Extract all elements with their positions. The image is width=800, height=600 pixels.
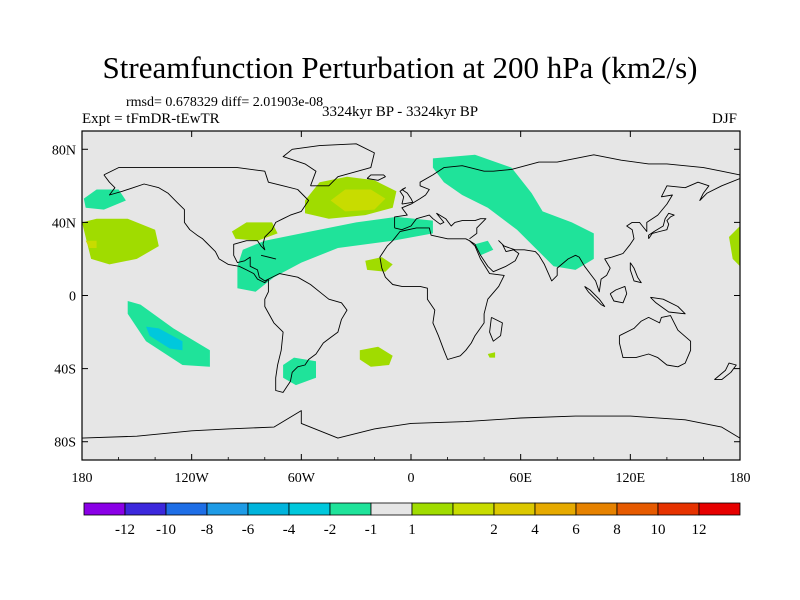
coastline — [489, 316, 503, 342]
colorbar-swatch — [493, 502, 536, 516]
x-tick-label: 180 — [730, 471, 751, 486]
map-plot-area — [82, 131, 740, 460]
y-tick-label: 40N — [52, 216, 76, 231]
coastline — [394, 212, 487, 240]
coastline — [394, 154, 740, 228]
colorbar-label: 12 — [692, 522, 707, 538]
contour-region — [432, 154, 594, 270]
coastline — [379, 227, 505, 360]
y-tick-label: 0 — [69, 290, 76, 305]
contour-region — [237, 216, 433, 292]
coastline — [714, 362, 737, 381]
x-tick-label: 0 — [408, 471, 415, 486]
x-tick-label: 120E — [616, 471, 646, 486]
contour-region — [330, 189, 386, 212]
map-axes: 180 120W 60W 0 60E 120E 180 80N 40N 0 40S 80S — [52, 130, 751, 486]
y-tick-label: 80N — [52, 143, 76, 158]
season-label: DJF — [712, 111, 738, 127]
colorbar: -12 -10 -8 -6 -4 -2 -1 1 2 4 6 8 10 12 — [83, 502, 741, 538]
colorbar-swatch — [534, 502, 577, 516]
colorbar-label: 8 — [613, 522, 621, 538]
colorbar-label: 6 — [572, 522, 580, 538]
colorbar-swatch — [247, 502, 290, 516]
coastline — [584, 286, 606, 307]
colorbar-label: 4 — [531, 522, 539, 538]
x-tick-label: 60W — [288, 471, 316, 486]
x-tick-label: 60E — [509, 471, 532, 486]
colorbar-swatch — [83, 502, 126, 516]
contour-region — [487, 352, 496, 358]
experiment-label: Expt = tFmDR-tEwTR — [82, 111, 220, 127]
y-tick-label: 40S — [54, 363, 76, 378]
x-tick-label: 180 — [72, 471, 93, 486]
coastline — [399, 187, 414, 205]
colorbar-swatch — [329, 502, 372, 516]
colorbar-swatch — [452, 502, 495, 516]
colorbar-label: 1 — [408, 522, 416, 538]
field-background — [82, 131, 740, 460]
colorbar-swatch — [616, 502, 659, 516]
contour-region — [82, 218, 159, 265]
colorbar-swatch — [206, 502, 249, 516]
x-tick-label: 120W — [175, 471, 210, 486]
coastline — [618, 315, 692, 368]
contour-region — [83, 189, 126, 210]
coastline — [82, 410, 740, 439]
coastline — [650, 296, 686, 315]
coastline — [282, 143, 375, 187]
colorbar-swatch — [165, 502, 208, 516]
colorbar-label: -10 — [156, 522, 176, 538]
coastline — [264, 273, 348, 393]
contour-region — [365, 257, 393, 272]
coastline — [103, 167, 310, 282]
colorbar-swatch — [370, 502, 413, 516]
colorbar-label: -6 — [242, 522, 255, 538]
coastline — [648, 212, 675, 240]
colorbar-swatch — [698, 502, 741, 516]
contour-region — [85, 240, 97, 248]
contour-region — [146, 326, 183, 351]
colorbar-label: 2 — [490, 522, 498, 538]
coastline — [469, 178, 740, 293]
coastline — [609, 285, 628, 304]
colorbar-label: -8 — [201, 522, 214, 538]
contour-region — [359, 346, 393, 367]
map-title: Streamfunction Perturbation at 200 hPa (… — [102, 50, 698, 85]
colorbar-swatch — [124, 502, 167, 516]
coastline — [103, 174, 269, 284]
y-tick-label: 80S — [54, 436, 76, 451]
contour-region — [475, 240, 494, 256]
colorbar-swatch — [575, 502, 618, 516]
period-label: 3324kyr BP - 3324kyr BP — [322, 104, 479, 120]
colorbar-swatch — [288, 502, 331, 516]
contour-region — [729, 226, 740, 267]
colorbar-label: -1 — [365, 522, 378, 538]
colorbar-label: -4 — [283, 522, 296, 538]
colorbar-label: 10 — [651, 522, 666, 538]
colorbar-label: -12 — [115, 522, 135, 538]
colorbar-swatch — [657, 502, 700, 516]
coastline — [629, 262, 642, 284]
colorbar-swatch — [411, 502, 454, 516]
coastline — [260, 254, 277, 260]
colorbar-label: -2 — [324, 522, 337, 538]
coastline — [366, 174, 386, 181]
statistics-label: rmsd= 0.678329 diff= 2.01903e-08 — [126, 95, 324, 110]
